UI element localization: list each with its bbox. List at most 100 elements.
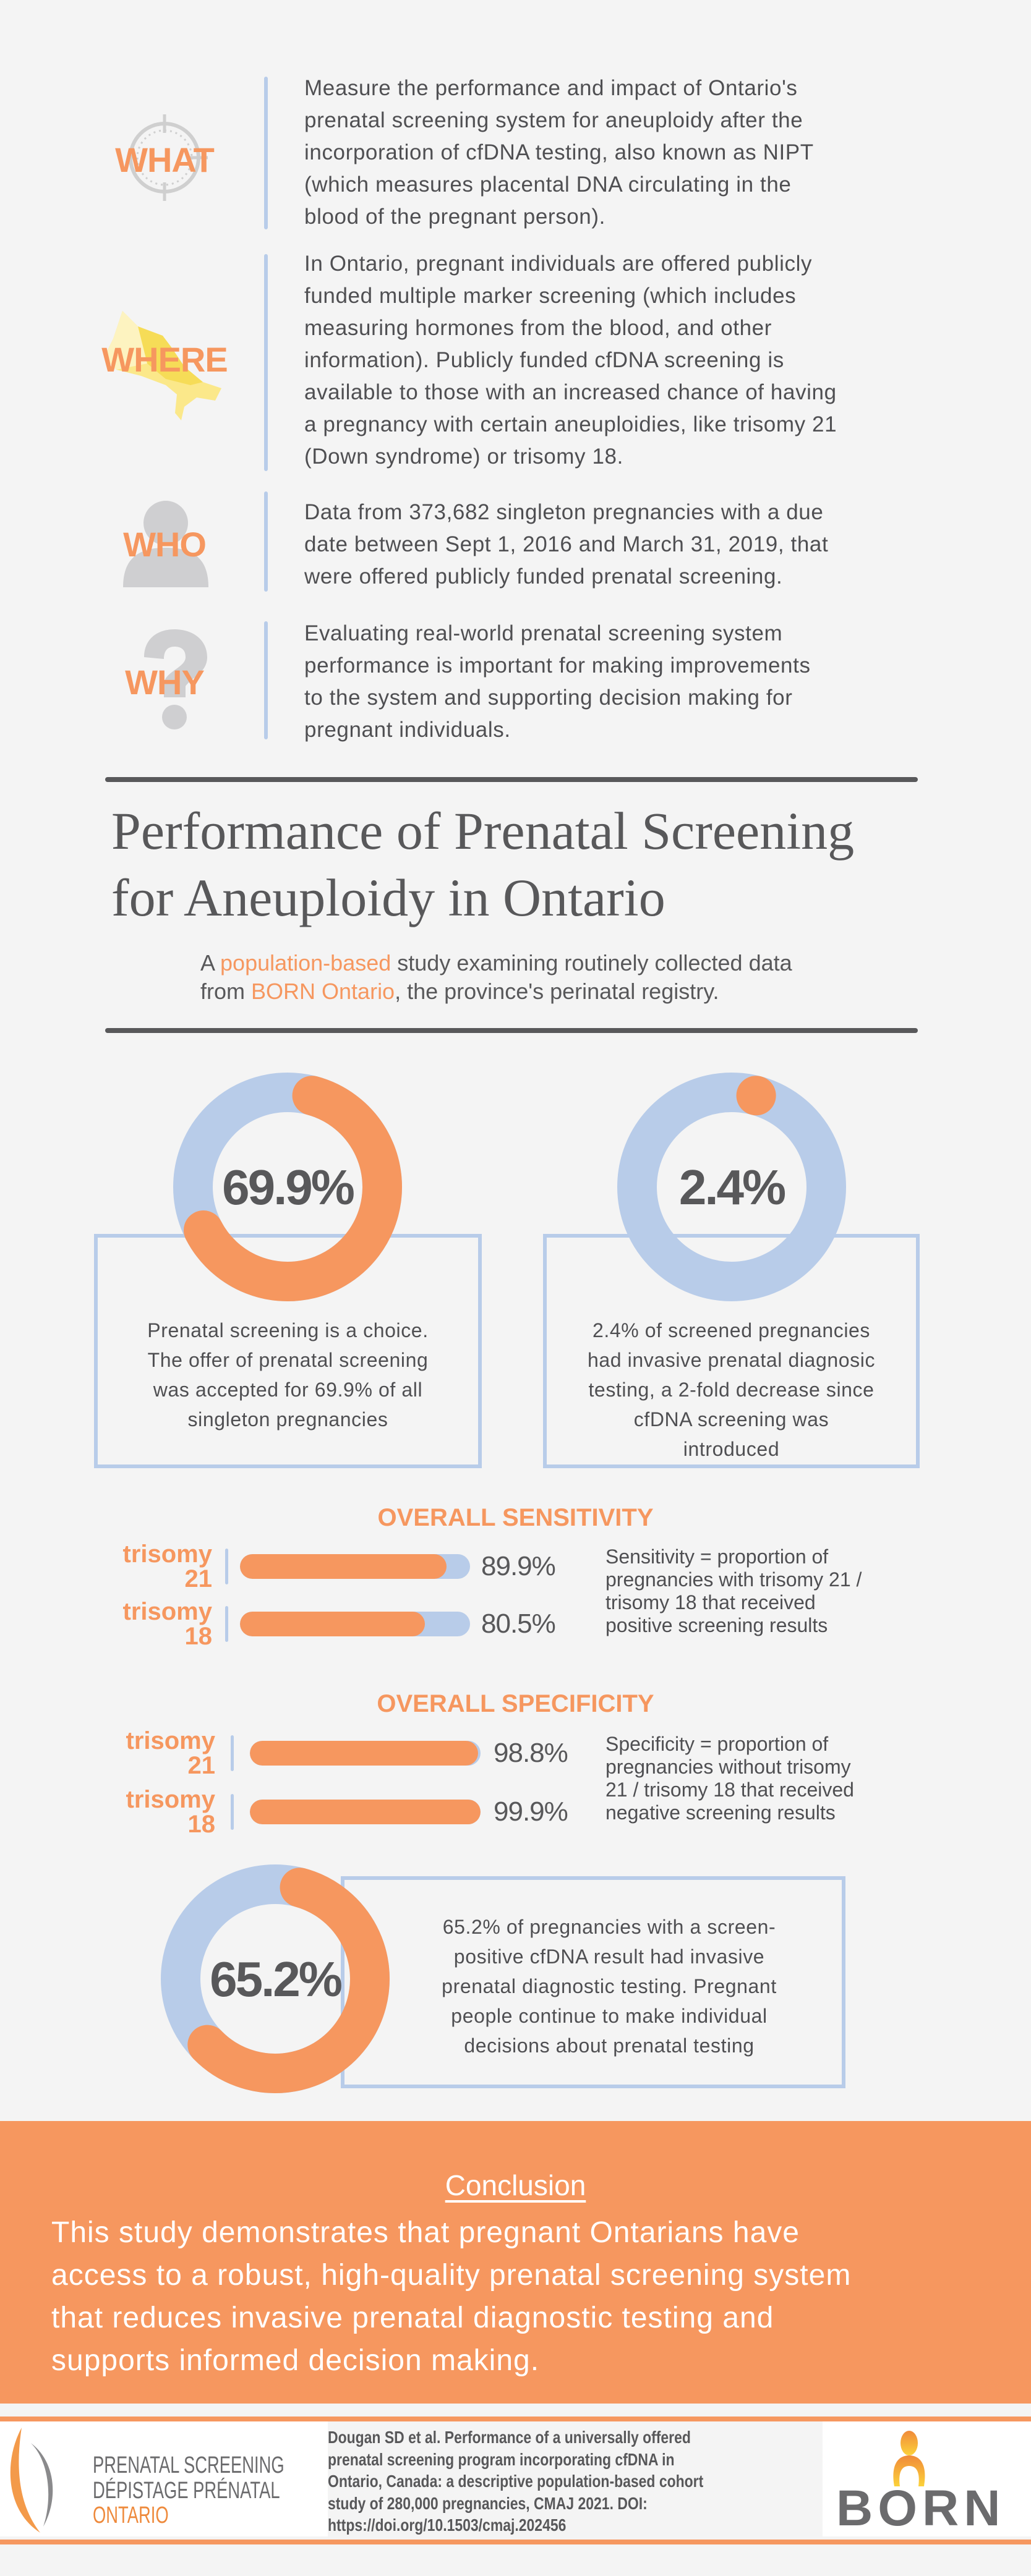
person-icon	[123, 501, 208, 587]
divider	[0, 2417, 1031, 2421]
divider	[105, 1028, 918, 1033]
donut-chart: 69.9%	[173, 1073, 402, 1301]
divider	[225, 1606, 228, 1642]
bar-label: trisomy 21	[126, 1727, 216, 1779]
conclusion-panel: Conclusion This study demonstrates that …	[0, 2121, 1031, 2404]
donut-chart: 65.2%	[161, 1864, 390, 2093]
bar-value: 99.9%	[494, 1796, 568, 1827]
text-line: Evaluating real-world prenatal screening…	[304, 621, 783, 645]
text-line: funded multiple marker screening (which …	[304, 284, 797, 308]
bar-value: 98.8%	[494, 1738, 568, 1768]
donut-value: 69.9%	[222, 1160, 354, 1215]
why-label: WHY	[125, 663, 205, 702]
text-line: information). Publicly funded cfDNA scre…	[304, 348, 784, 372]
divider	[264, 491, 268, 592]
subtitle-text: study examining routinely collected data	[391, 950, 792, 976]
where-label: WHERE	[101, 340, 228, 379]
logo-text: ONTARIO	[93, 2502, 169, 2528]
progress-bar-fill	[250, 1800, 481, 1824]
text-line: prenatal diagnostic testing. Pregnant	[442, 1975, 777, 1997]
text-line: supports informed decision making.	[51, 2344, 540, 2377]
title-line: for Aneuploidy in Ontario	[111, 868, 665, 927]
citation: Dougan SD et al. Performance of a univer…	[328, 2421, 823, 2536]
text-line: https://doi.org/10.1503/cmaj.202456	[328, 2515, 567, 2535]
text-line: study of 280,000 pregnancies, CMAJ 2021.…	[328, 2493, 648, 2513]
subtitle-text: , the province's perinatal registry.	[395, 979, 719, 1004]
donut-fill	[161, 1864, 390, 2093]
subtitle: A population-based study examining routi…	[200, 949, 792, 1006]
text-line: 65.2% of pregnancies with a screen-	[442, 1916, 776, 1938]
subtitle-text: A	[200, 950, 221, 976]
stat-description: 2.4% of screened pregnancies had invasive…	[543, 1316, 920, 1464]
text-line: blood of the pregnant person).	[304, 205, 605, 229]
bar-value: 80.5%	[481, 1609, 556, 1639]
born-logo-text: BORN	[836, 2480, 1005, 2533]
progress-bar-fill	[240, 1554, 447, 1579]
divider	[225, 1549, 228, 1584]
divider	[231, 1794, 234, 1830]
text-line: Data from 373,682 singleton pregnancies …	[304, 500, 824, 524]
conclusion-text: This study demonstrates that pregnant On…	[51, 2211, 851, 2382]
what-label: WHAT	[115, 140, 215, 179]
divider	[0, 2540, 1031, 2544]
text-line: testing, a 2-fold decrease since	[588, 1379, 875, 1401]
bar-label: trisomy 21	[122, 1541, 213, 1592]
divider	[264, 254, 268, 471]
stat-box	[543, 1234, 920, 1468]
text-line: prenatal screening system for aneuploidy…	[304, 108, 803, 132]
highlight-text: BORN Ontario	[251, 979, 395, 1004]
text-line: were offered publicly funded prenatal sc…	[304, 564, 783, 589]
born-logo-icon: BORN	[836, 2431, 1005, 2533]
text-line: decisions about prenatal testing	[464, 2034, 755, 2057]
text-line: 2.4% of screened pregnancies	[592, 1319, 871, 1341]
text-line: people continue to make individual	[451, 2005, 768, 2027]
sensitivity-heading: OVERALL SENSITIVITY	[377, 1504, 654, 1531]
text-line: (Down syndrome) or trisomy 18.	[304, 444, 623, 469]
text-line: Prenatal screening is a choice.	[147, 1319, 429, 1341]
donut-track	[617, 1073, 846, 1301]
conclusion-title: Conclusion	[445, 2169, 586, 2201]
footer: PRENATAL SCREENING DÉPISTAGE PRÉNATAL ON…	[0, 2421, 1031, 2536]
why-text: Evaluating real-world prenatal screening…	[304, 618, 811, 746]
progress-bar	[240, 1554, 470, 1579]
text-line: Specificity = proportion of	[605, 1733, 829, 1755]
text-line: In Ontario, pregnant individuals are off…	[304, 252, 813, 276]
progress-bar-fill	[250, 1741, 478, 1766]
bar-label: trisomy 18	[122, 1598, 213, 1650]
divider	[264, 77, 268, 229]
progress-bar	[250, 1741, 481, 1766]
what-text: Measure the performance and impact of On…	[304, 72, 814, 233]
text-line: positive cfDNA result had invasive	[453, 1945, 765, 1968]
logo-text: PRENATAL SCREENING	[93, 2452, 284, 2478]
divider	[231, 1735, 234, 1771]
text-line: introduced	[683, 1438, 780, 1460]
who-text: Data from 373,682 singleton pregnancies …	[304, 496, 828, 593]
donut-fill	[173, 1073, 402, 1301]
text-line: positive screening results	[605, 1614, 828, 1636]
text-line: negative screening results	[605, 1801, 836, 1824]
donut-value: 65.2%	[210, 1952, 342, 2007]
text-line: This study demonstrates that pregnant On…	[51, 2216, 800, 2249]
question-mark-icon	[144, 629, 207, 729]
logo-text: DÉPISTAGE PRÉNATAL	[93, 2478, 280, 2504]
text-line: incorporation of cfDNA testing, also kno…	[304, 140, 814, 164]
text-line: trisomy 18 that received	[605, 1591, 816, 1613]
text-line: date between Sept 1, 2016 and March 31, …	[304, 532, 829, 556]
where-text: In Ontario, pregnant individuals are off…	[304, 248, 837, 473]
specificity-heading: OVERALL SPECIFICITY	[377, 1690, 654, 1717]
text-line: that reduces invasive prenatal diagnosti…	[51, 2302, 774, 2334]
text-line: performance is important for making impr…	[304, 653, 811, 678]
text-line: a pregnancy with certain aneuploidies, l…	[304, 412, 837, 436]
text-line: pregnancies without trisomy	[605, 1756, 851, 1778]
specificity-definition: Specificity = proportion of pregnancies w…	[605, 1733, 854, 1824]
progress-bar	[240, 1612, 470, 1636]
text-line: Measure the performance and impact of On…	[304, 76, 798, 100]
sensitivity-definition: Sensitivity = proportion of pregnancies w…	[605, 1545, 862, 1637]
text-line: to the system and supporting decision ma…	[304, 686, 793, 710]
target-icon	[129, 114, 208, 201]
subtitle-text: from	[200, 979, 252, 1004]
who-label: WHO	[123, 525, 207, 564]
text-line: Ontario, Canada: a descriptive populatio…	[328, 2472, 704, 2491]
text-line: had invasive prenatal diagnosic	[587, 1349, 876, 1371]
ontario-map-icon	[104, 311, 221, 420]
